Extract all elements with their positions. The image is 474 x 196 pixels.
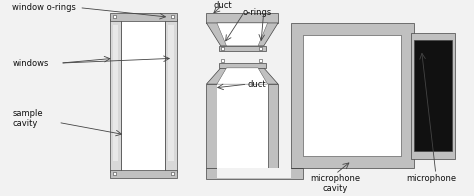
Bar [303,35,401,156]
Bar [171,15,174,18]
Text: sample
cavity: sample cavity [12,109,43,128]
Bar [168,25,174,161]
Bar [171,172,174,175]
Text: o-rings: o-rings [243,8,272,17]
Bar [113,15,116,18]
Polygon shape [217,23,268,46]
Polygon shape [206,23,278,46]
Bar [110,170,177,178]
Polygon shape [206,68,278,84]
Bar [259,47,262,50]
Bar [121,19,165,172]
Text: microphone: microphone [406,174,456,183]
Text: window o-rings: window o-rings [12,3,76,12]
Bar [219,46,266,51]
Bar [411,33,455,159]
Text: windows: windows [12,59,49,68]
Bar [221,47,224,50]
Text: duct: duct [213,1,232,10]
Bar [259,59,262,62]
Bar [206,13,278,23]
Bar [110,13,177,21]
Bar [268,84,278,168]
Bar [206,168,303,179]
Bar [217,168,291,178]
Bar [206,84,217,168]
Bar [165,19,177,172]
Text: microphone
cavity: microphone cavity [310,174,361,193]
Bar [113,25,118,161]
Bar [414,40,452,151]
Text: duct: duct [248,80,266,89]
Bar [113,172,116,175]
Polygon shape [217,68,268,84]
Bar [110,19,121,172]
Bar [219,63,266,68]
Bar [291,23,414,168]
Bar [221,59,224,62]
Bar [217,84,268,168]
